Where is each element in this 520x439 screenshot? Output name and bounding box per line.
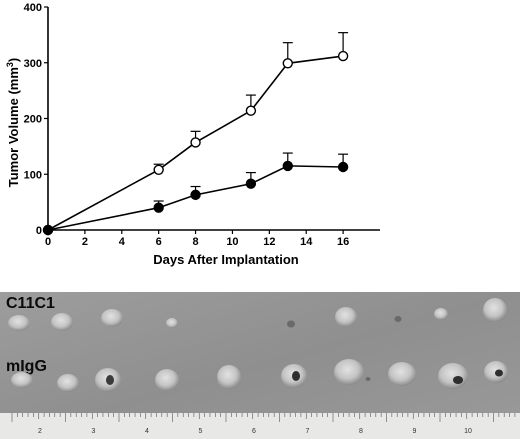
tumor-sample [438,363,468,389]
ruler-number: 7 [306,428,310,435]
series-layer [42,32,349,236]
series-line [47,165,344,231]
y-tick-label: 400 [24,2,42,14]
tumor-sample [388,362,416,386]
x-tick-label: 6 [156,236,162,248]
data-point [337,50,349,62]
ruler-strip [0,413,520,439]
data-point [282,58,293,69]
y-tick-label: 200 [24,114,42,126]
series-2 [42,152,349,236]
tumor-photo-panel: C11C1 mIgG 2 3 4 5 6 7 8 9 10 [0,292,520,439]
data-point [153,164,164,175]
tumor-sample [101,309,123,327]
tumor-dark-spot [292,371,300,381]
y-axis-title-main: Tumor Volume (mm [6,67,21,187]
data-point [245,178,257,189]
x-tick-label: 0 [45,236,51,248]
tumor-fragment [365,377,371,381]
y-tick-label: 0 [36,225,42,237]
tumor-sample [51,313,73,331]
y-tick-label: 100 [24,169,42,181]
tumor-volume-chart: 0 2 4 6 8 10 12 14 16 0 100 200 300 400 Days After I… [5,2,380,267]
x-tick-label: 16 [337,236,349,248]
ruler-ticks [11,413,516,422]
series-line [47,55,344,231]
tumor-sample [434,308,448,320]
x-tick-label: 14 [300,236,313,248]
tumor-sample [11,372,33,388]
y-ticks: 0 100 200 300 400 [24,2,48,237]
y-axis-title-superscript: 3 [5,62,15,67]
tumor-sample [394,316,402,322]
tumor-dark-spot [106,375,114,385]
row2-tumors [11,359,508,392]
x-tick-label: 10 [226,236,238,248]
data-point [282,160,293,172]
chart-axes [47,7,380,231]
row1-tumors [8,298,507,331]
ruler-number: 8 [359,428,363,435]
tumor-sample [166,318,178,328]
row1-label: C11C1 [6,295,55,312]
tumor-sample [8,315,30,331]
x-tick-label: 12 [263,236,275,248]
ruler-number: 4 [145,428,149,435]
tumor-sample [483,298,507,322]
tumor-sample [57,374,79,392]
x-tick-label: 8 [192,236,198,248]
ruler: 2 3 4 5 6 7 8 9 10 [0,413,520,439]
x-ticks: 0 2 4 6 8 10 12 14 16 [45,230,349,248]
ruler-number: 10 [464,428,472,435]
tumor-sample [334,359,364,385]
row2-label: mIgG [6,358,47,375]
series-1 [42,32,349,236]
data-point [153,202,164,213]
ruler-numbers: 2 3 4 5 6 7 8 9 10 [38,428,472,435]
ruler-number: 2 [38,428,42,435]
ruler-number: 6 [252,428,256,435]
ruler-number: 3 [92,428,96,435]
tumor-sample [287,320,295,328]
tumor-dark-spot [453,376,463,384]
tumor-sample [335,307,357,327]
x-tick-label: 2 [82,236,88,248]
tumor-sample [155,369,179,391]
data-point [337,161,349,173]
y-axis-title: Tumor Volume (mm3) [5,58,21,188]
y-axis-title-close: ) [6,58,21,62]
tumor-dark-spot [495,369,503,377]
ruler-number: 9 [413,428,417,435]
data-point [190,137,201,148]
tumor-sample [217,365,241,389]
y-tick-label: 300 [24,58,42,70]
data-point [42,224,54,236]
data-point [245,105,257,116]
data-point [190,189,201,201]
x-tick-label: 4 [119,236,126,248]
ruler-number: 5 [199,428,203,435]
x-axis-title: Days After Implantation [153,252,298,267]
